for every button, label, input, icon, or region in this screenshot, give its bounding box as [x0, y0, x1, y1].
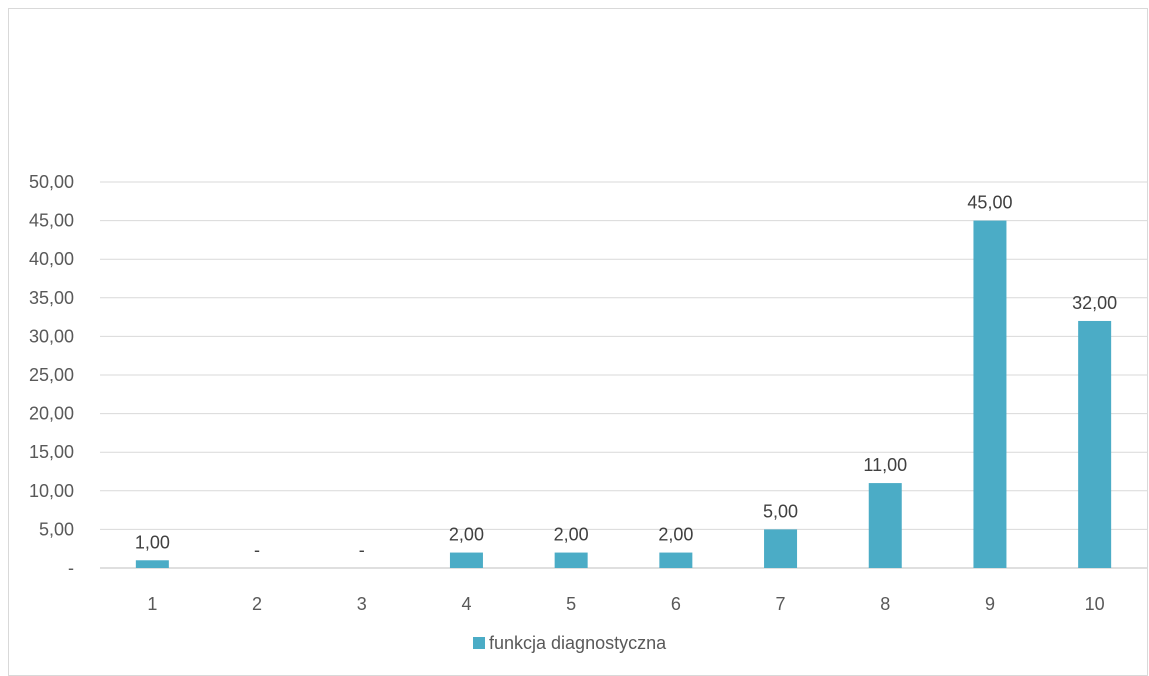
x-tick-label: 2 [252, 594, 262, 614]
x-tick-label: 6 [671, 594, 681, 614]
x-axis: 1 2 3 4 5 6 7 8 9 10 [147, 594, 1104, 614]
bar [1078, 320, 1112, 568]
bar [764, 529, 798, 568]
legend: funkcja diagnostyczna [473, 633, 667, 653]
x-tick-label: 8 [880, 594, 890, 614]
legend-label: funkcja diagnostyczna [489, 633, 667, 653]
y-tick-label: 5,00 [39, 519, 74, 539]
x-tick-label: 3 [357, 594, 367, 614]
x-tick-label: 5 [566, 594, 576, 614]
bar [554, 552, 588, 568]
data-label: 32,00 [1072, 293, 1117, 313]
data-label: 2,00 [554, 525, 589, 545]
data-label: 5,00 [763, 501, 798, 521]
bars [135, 220, 1112, 568]
y-tick-label: 30,00 [29, 326, 74, 346]
y-tick-label: 40,00 [29, 249, 74, 269]
bar [973, 220, 1007, 568]
y-axis: - 5,00 10,00 15,00 20,00 25,00 30,00 35,00 40,00… [29, 172, 74, 578]
x-tick-label: 7 [776, 594, 786, 614]
bar [868, 483, 902, 568]
y-tick-label: 50,00 [29, 172, 74, 192]
x-tick-label: 10 [1085, 594, 1105, 614]
y-tick-label: 45,00 [29, 211, 74, 231]
data-label: 2,00 [658, 525, 693, 545]
data-label: - [359, 540, 365, 560]
x-tick-label: 4 [461, 594, 471, 614]
y-tick-label: 20,00 [29, 404, 74, 424]
data-label: 45,00 [967, 193, 1012, 213]
bar [449, 552, 483, 568]
x-tick-label: 9 [985, 594, 995, 614]
bar [659, 552, 693, 568]
y-tick-label: 10,00 [29, 481, 74, 501]
data-label: 2,00 [449, 525, 484, 545]
y-tick-label: 35,00 [29, 288, 74, 308]
y-tick-label: - [68, 558, 74, 578]
y-tick-label: 15,00 [29, 442, 74, 462]
data-label: - [254, 540, 260, 560]
x-tick-label: 1 [147, 594, 157, 614]
bar [135, 560, 169, 568]
gridlines [100, 181, 1147, 569]
data-label: 11,00 [863, 455, 907, 475]
legend-swatch [473, 637, 485, 649]
data-labels: 1,00 - - 2,00 2,00 2,00 5,00 11,00 45,00 32,00 [135, 193, 1117, 560]
y-tick-label: 25,00 [29, 365, 74, 385]
data-label: 1,00 [135, 532, 170, 552]
